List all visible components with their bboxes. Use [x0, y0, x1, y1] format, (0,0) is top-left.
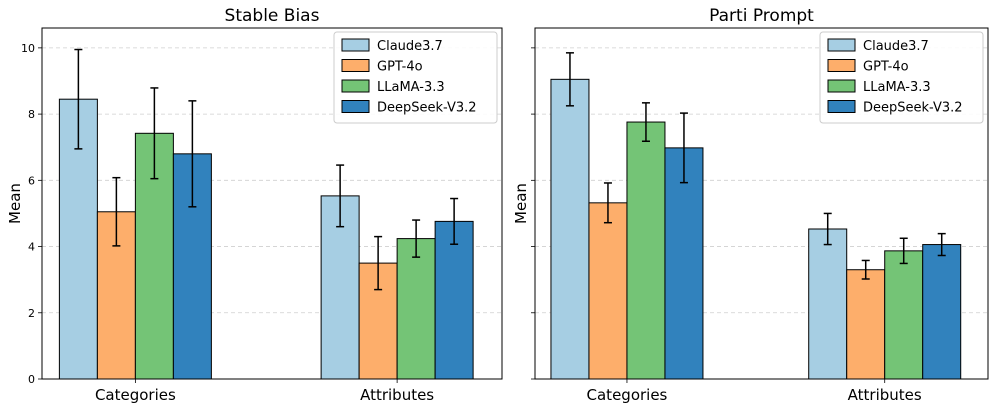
- legend-swatch-llama-3-3: [341, 79, 370, 93]
- x-tick-label: Categories: [95, 386, 176, 404]
- panel-stable-bias: 0 2 4 6 8 10 Categories Attributes Stable Bias Me…: [6, 6, 503, 404]
- y-axis-label: Mean: [512, 183, 530, 224]
- legend-label-deepseek-v3-2: DeepSeek-V3.2: [377, 101, 477, 116]
- bar-deepseek-v3-2-attributes: [922, 244, 962, 380]
- chart-title: Parti Prompt: [709, 6, 814, 26]
- legend-swatch-claude3-7: [341, 38, 370, 52]
- bar-gpt-4o-attributes: [846, 269, 886, 380]
- legend-swatch-gpt-4o: [827, 59, 856, 72]
- axes-frame: [41, 27, 503, 380]
- legend-label-claude3-7: Claude3.7: [377, 39, 443, 54]
- bar-llama-3-3-categories: [626, 121, 666, 380]
- bar-deepseek-v3-2-categories: [664, 147, 704, 380]
- legend-label-gpt-4o: GPT-4o: [863, 60, 909, 75]
- legend-label-llama-3-3: LLaMA-3.3: [377, 80, 445, 95]
- legend-swatch-claude3-7: [827, 38, 856, 52]
- y-tick-label: 0: [28, 373, 35, 386]
- legend-swatch-llama-3-3: [827, 79, 856, 93]
- y-tick-label: 4: [28, 241, 35, 254]
- legend-frame: [333, 31, 498, 124]
- legend-label-llama-3-3: LLaMA-3.3: [863, 80, 931, 95]
- legend-swatch-deepseek-v3-2: [827, 100, 856, 113]
- bar-claude3-7-categories: [550, 78, 590, 380]
- y-tick-label: 6: [28, 174, 35, 187]
- x-tick-label: Attributes: [360, 386, 434, 404]
- y-tick-label: 10: [21, 42, 35, 55]
- axes-frame: [534, 27, 989, 380]
- bar-llama-3-3-attributes: [396, 238, 436, 380]
- y-tick-label: 8: [28, 108, 35, 121]
- bar-claude3-7-attributes: [808, 228, 848, 380]
- y-tick-label: 2: [28, 307, 35, 320]
- bar-llama-3-3-attributes: [884, 250, 924, 380]
- bar-gpt-4o-categories: [588, 202, 628, 380]
- legend-label-deepseek-v3-2: DeepSeek-V3.2: [863, 101, 963, 116]
- legend-label-gpt-4o: GPT-4o: [377, 60, 423, 75]
- legend: Claude3.7 GPT-4o LLaMA-3.3 DeepSeek-V3.2: [333, 31, 498, 124]
- bar-deepseek-v3-2-attributes: [434, 220, 474, 380]
- legend-swatch-gpt-4o: [341, 59, 370, 72]
- y-axis-label: Mean: [6, 183, 24, 224]
- legend: Claude3.7 GPT-4o LLaMA-3.3 DeepSeek-V3.2: [819, 31, 984, 124]
- panel-parti-prompt: Categories Attributes Parti Prompt Mean Clau…: [512, 6, 989, 404]
- x-tick-label: Categories: [587, 386, 668, 404]
- legend-swatch-deepseek-v3-2: [341, 100, 370, 113]
- legend-label-claude3-7: Claude3.7: [863, 39, 929, 54]
- chart-title: Stable Bias: [225, 6, 320, 26]
- x-tick-label: Attributes: [848, 386, 922, 404]
- legend-frame: [819, 31, 984, 124]
